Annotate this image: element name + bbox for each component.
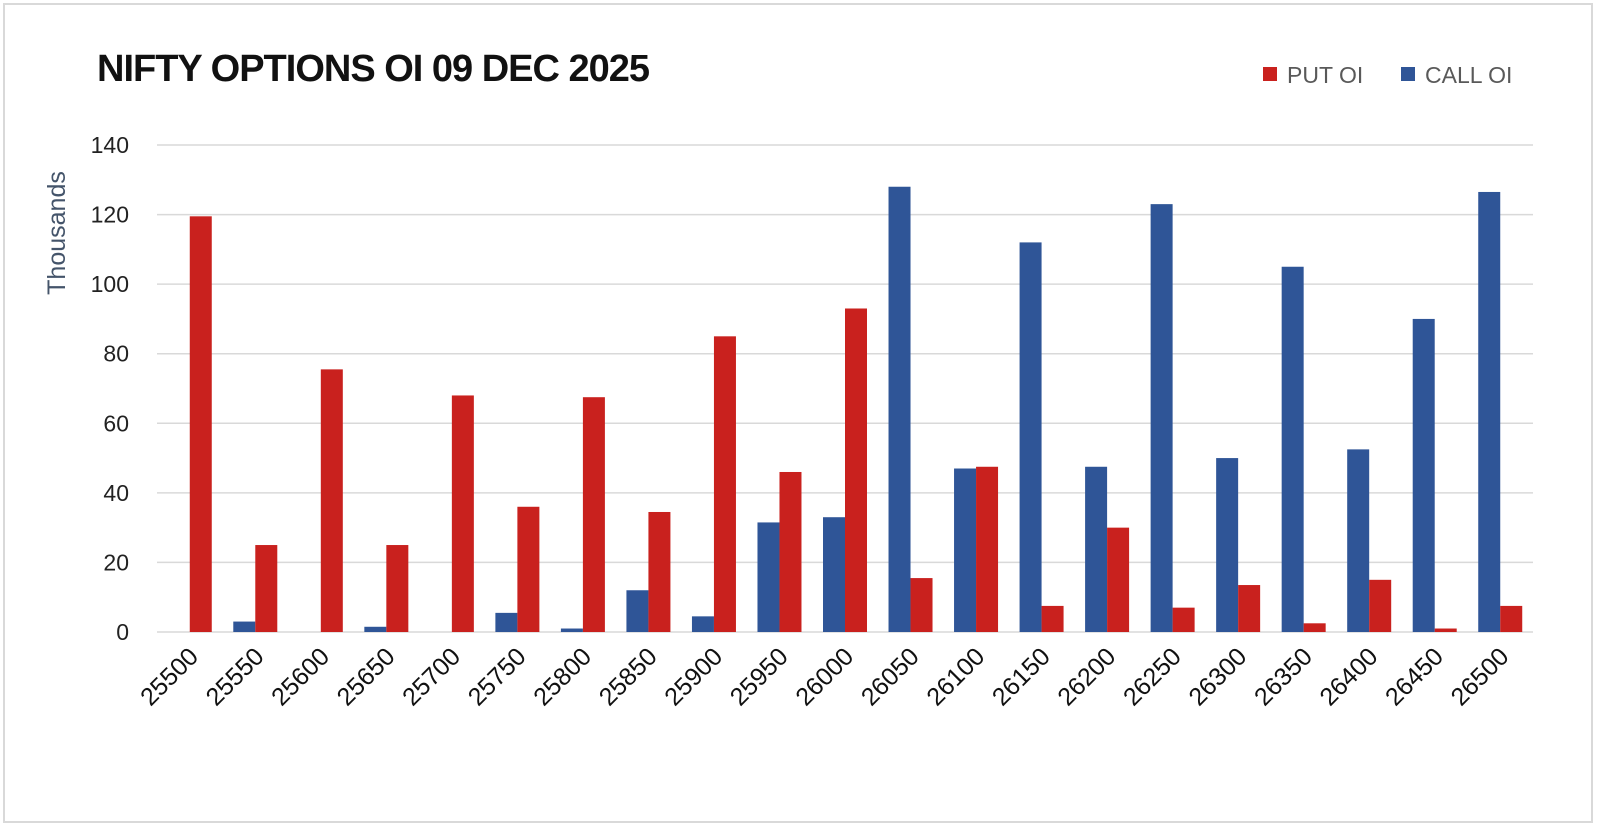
x-tick-label: 26200 — [1052, 642, 1121, 711]
bar-call-oi — [495, 612, 518, 632]
x-tick-label: 25850 — [594, 642, 663, 711]
bar-put-oi — [976, 466, 999, 632]
x-tick-label: 25600 — [266, 642, 335, 711]
x-tick-label: 25900 — [659, 642, 728, 711]
x-tick-label: 26100 — [921, 642, 990, 711]
x-tick-label: 25500 — [135, 642, 204, 711]
bar-call-oi — [888, 186, 911, 632]
bar-call-oi — [954, 468, 977, 632]
chart-frame: NIFTY OPTIONS OI 09 DEC 2025 Thousands P… — [3, 3, 1593, 823]
x-tick-label: 25650 — [332, 642, 401, 711]
legend-label: CALL OI — [1425, 62, 1512, 88]
x-tick-label: 25750 — [463, 642, 532, 711]
bar-call-oi — [233, 621, 256, 632]
bar-put-oi — [713, 336, 736, 632]
bar-put-oi — [648, 511, 671, 632]
y-axis-label: Thousands — [43, 171, 71, 295]
chart: NIFTY OPTIONS OI 09 DEC 2025 Thousands P… — [43, 48, 1533, 711]
bar-put-oi — [451, 395, 474, 632]
bar-call-oi — [691, 616, 714, 632]
bar-put-oi — [320, 369, 343, 632]
bar-put-oi — [582, 397, 605, 632]
x-tick-label: 26050 — [856, 642, 925, 711]
bar-put-oi — [386, 545, 409, 632]
y-tick-label: 120 — [91, 202, 129, 228]
x-tick-label: 26250 — [1118, 642, 1187, 711]
y-tick-label: 0 — [116, 619, 129, 645]
bar-call-oi — [757, 522, 780, 632]
bar-call-oi — [1412, 318, 1435, 632]
bar-call-oi — [823, 517, 845, 632]
x-tick-label: 25700 — [397, 642, 466, 711]
bar-call-oi — [560, 628, 583, 632]
x-tick-label: 26450 — [1380, 642, 1449, 711]
bar-put-oi — [517, 506, 540, 632]
bar-put-oi — [779, 471, 802, 632]
bar-call-oi — [1085, 466, 1108, 632]
bar-call-oi — [1216, 458, 1239, 632]
x-tick-label: 26000 — [790, 642, 859, 711]
x-axis-ticks: 2550025550256002565025700257502580025850… — [135, 642, 1514, 711]
bar-call-oi — [1150, 204, 1173, 632]
x-tick-label: 26150 — [987, 642, 1056, 711]
bar-put-oi — [1303, 623, 1326, 632]
bar-call-oi — [626, 590, 649, 632]
bar-put-oi — [1172, 607, 1195, 632]
bar-put-oi — [1041, 605, 1064, 632]
y-tick-label: 100 — [91, 271, 129, 297]
bar-put-oi — [1500, 605, 1523, 632]
y-tick-label: 140 — [91, 132, 129, 158]
bar-put-oi — [1369, 579, 1392, 632]
y-axis-ticks: 0 20 40 60 80 100 120 140 — [91, 132, 129, 645]
x-tick-label: 26350 — [1249, 642, 1318, 711]
bar-put-oi — [189, 216, 212, 632]
x-tick-label: 26300 — [1183, 642, 1252, 711]
legend: PUT OI CALL OI — [1263, 62, 1512, 88]
x-tick-label: 25950 — [725, 642, 794, 711]
bar-call-oi — [1281, 266, 1304, 632]
bars — [189, 186, 1523, 633]
bar-call-oi — [1019, 242, 1042, 632]
bar-put-oi — [845, 308, 867, 632]
legend-swatch — [1401, 67, 1415, 81]
bar-put-oi — [255, 545, 278, 632]
legend-label: PUT OI — [1287, 62, 1363, 88]
x-tick-label: 26500 — [1446, 642, 1515, 711]
y-tick-label: 40 — [103, 480, 129, 506]
bar-call-oi — [364, 626, 387, 632]
y-tick-label: 60 — [103, 410, 129, 436]
bar-call-oi — [1347, 449, 1370, 632]
y-tick-label: 80 — [103, 341, 129, 367]
x-tick-label: 26400 — [1314, 642, 1383, 711]
x-tick-label: 25800 — [528, 642, 597, 711]
bar-put-oi — [1238, 585, 1261, 632]
y-tick-label: 20 — [103, 549, 129, 575]
bar-call-oi — [1478, 191, 1501, 633]
x-tick-label: 25550 — [201, 642, 270, 711]
bar-put-oi — [910, 578, 933, 632]
bar-put-oi — [1434, 628, 1457, 632]
legend-swatch — [1263, 67, 1277, 81]
chart-title: NIFTY OPTIONS OI 09 DEC 2025 — [97, 48, 650, 90]
bar-put-oi — [1107, 527, 1130, 632]
